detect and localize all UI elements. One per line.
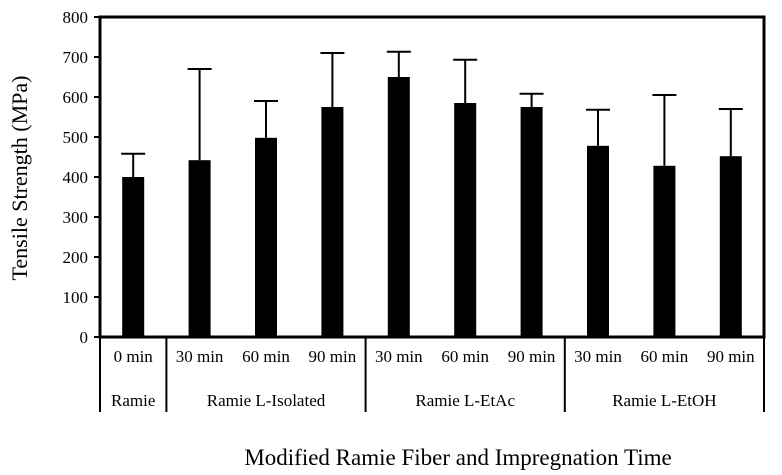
y-tick-label: 400: [63, 168, 89, 187]
category-label: 60 min: [641, 347, 689, 366]
category-label: 0 min: [114, 347, 154, 366]
y-axis: 0 100 200 300 400 500 600 700 800: [63, 8, 100, 347]
y-tick-label: 500: [63, 128, 89, 147]
y-tick-label: 700: [63, 48, 89, 67]
error-bars: [121, 50, 743, 177]
y-tick-label: 200: [63, 248, 89, 267]
group-label: Ramie L-EtOH: [612, 391, 716, 410]
bar: [321, 107, 344, 337]
group-label: Ramie: [111, 391, 155, 410]
category-label: 30 min: [375, 347, 423, 366]
y-axis-label: Tensile Strength (MPa): [7, 76, 32, 281]
bar: [387, 77, 410, 337]
category-table: 0 min 30 min 60 min 90 min 30 min 60 min 90 mi…: [99, 337, 765, 412]
category-label: 60 min: [441, 347, 489, 366]
y-tick-label: 600: [63, 88, 89, 107]
x-axis-label: Modified Ramie Fiber and Impregnation Ti…: [244, 445, 671, 470]
category-label: 90 min: [707, 347, 755, 366]
y-tick-label: 800: [63, 8, 89, 27]
bar: [587, 145, 609, 337]
bar: [188, 160, 211, 337]
category-label: 30 min: [574, 347, 622, 366]
group-label: Ramie L-Isolated: [207, 391, 326, 410]
bar: [454, 103, 477, 337]
bar: [520, 107, 543, 337]
group-label: Ramie L-EtAc: [415, 391, 515, 410]
category-label: 90 min: [508, 347, 556, 366]
bar: [719, 156, 742, 337]
category-label: 90 min: [309, 347, 357, 366]
bar: [122, 177, 145, 337]
category-label: 30 min: [176, 347, 224, 366]
y-tick-label: 100: [63, 288, 89, 307]
bars: [122, 77, 742, 337]
plot-frame: [98, 15, 766, 339]
y-tick-label: 300: [63, 208, 89, 227]
bar: [653, 165, 676, 337]
y-tick-label: 0: [80, 328, 89, 347]
bar: [255, 137, 277, 337]
category-label: 60 min: [242, 347, 290, 366]
